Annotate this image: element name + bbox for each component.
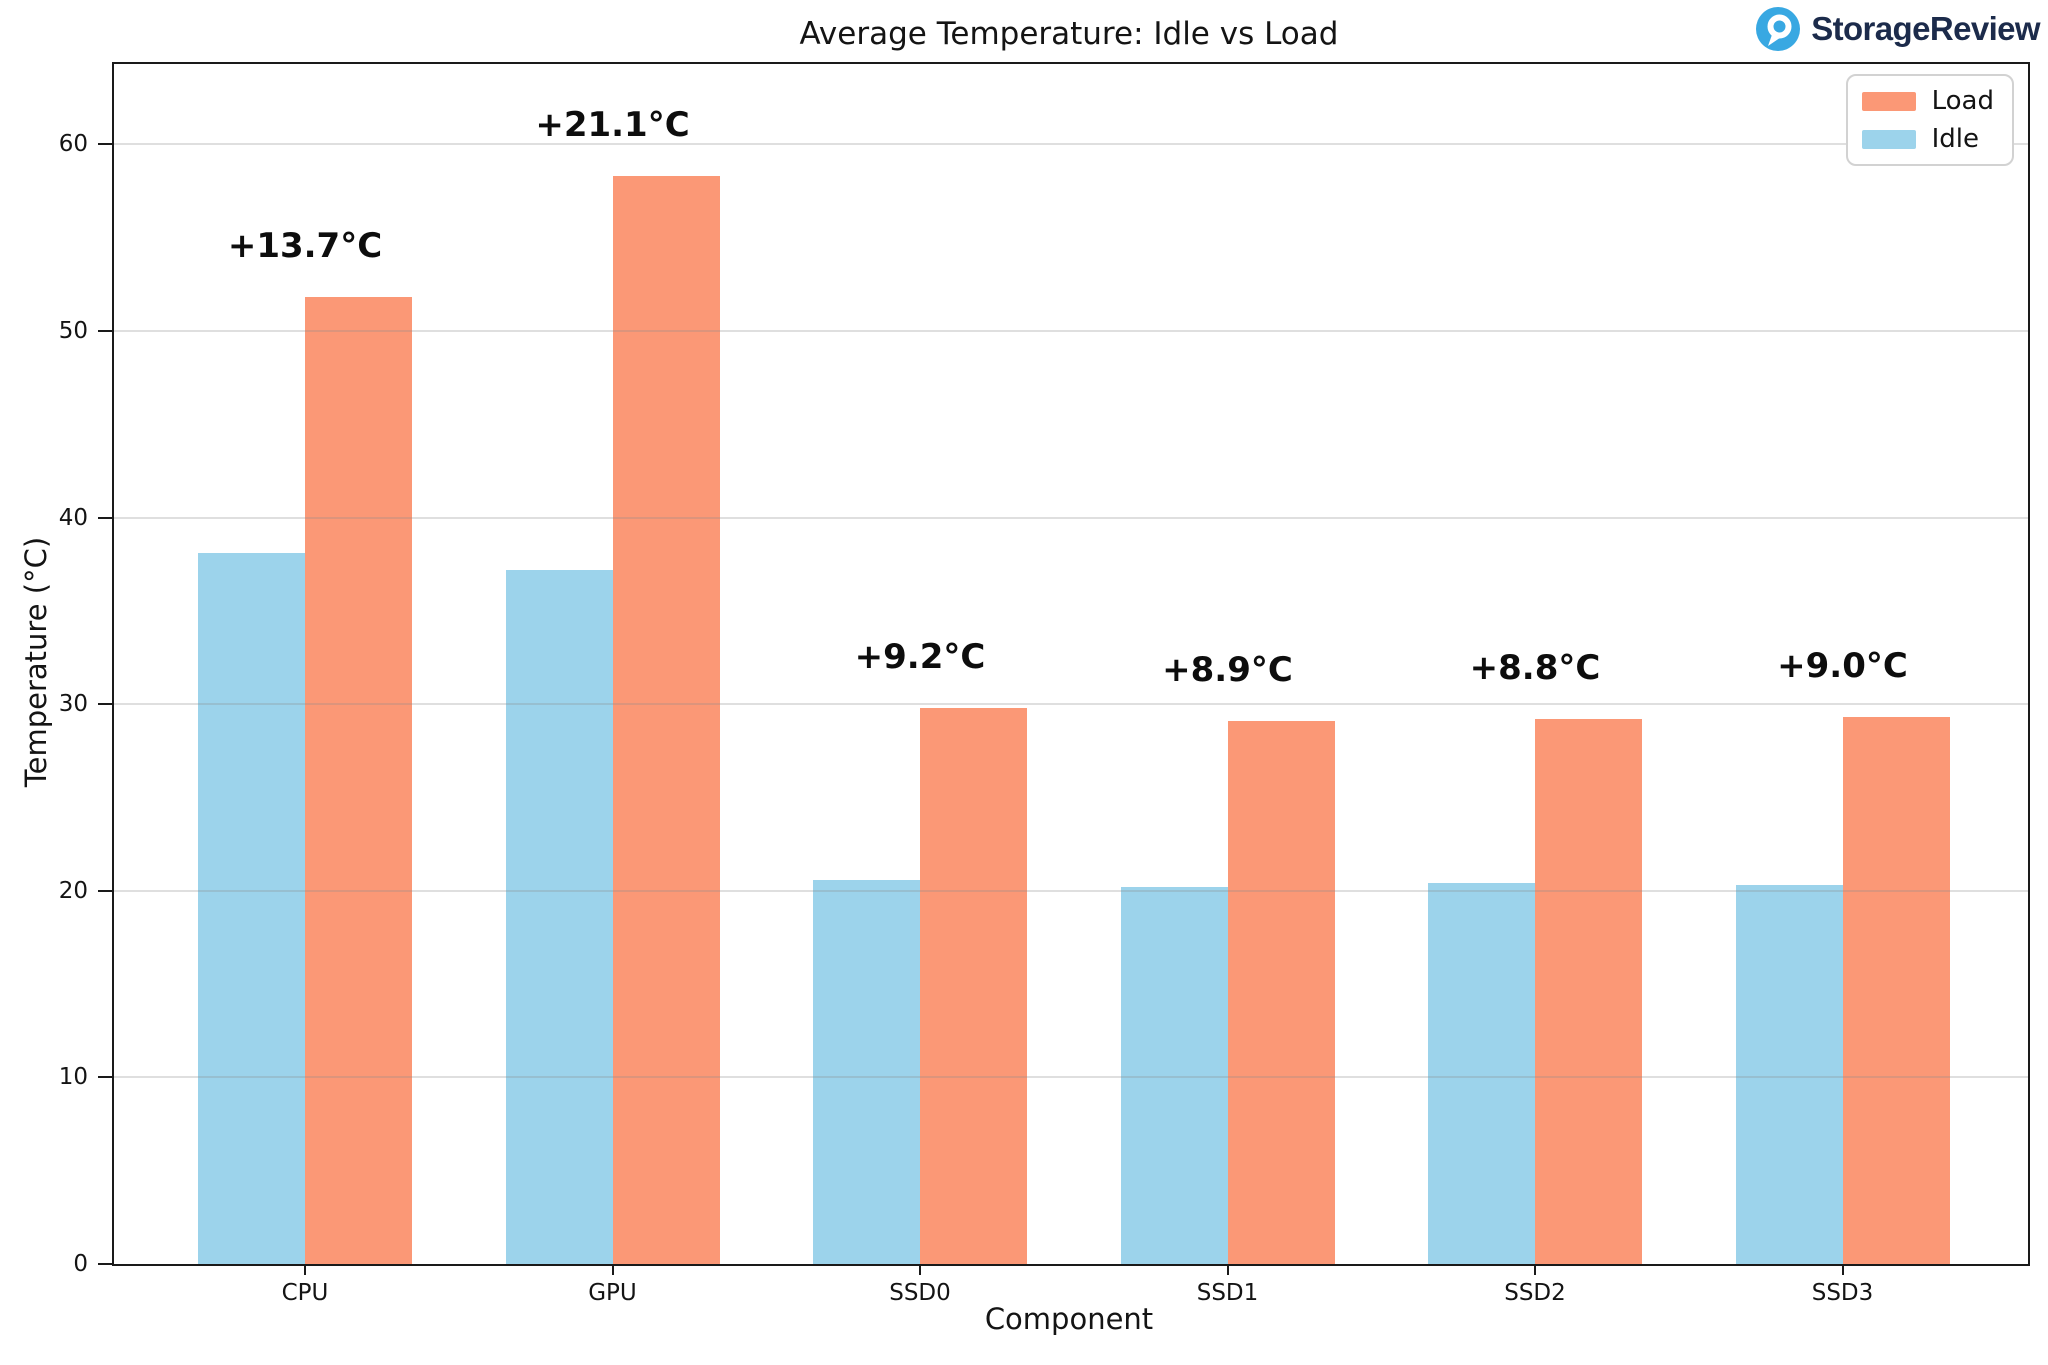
- delta-label-cpu: +13.7°C: [227, 226, 383, 267]
- x-tick-label-ssd2: SSD2: [1504, 1280, 1566, 1306]
- delta-label-gpu: +21.1°C: [535, 104, 690, 145]
- y-tick-label-0: 0: [73, 1251, 88, 1277]
- x-tick-label-ssd1: SSD1: [1196, 1280, 1259, 1306]
- x-tick-label-gpu: GPU: [588, 1280, 637, 1306]
- gridline-60: [114, 143, 2028, 146]
- delta-label-ssd0: +9.2°C: [854, 636, 986, 677]
- x-tick-label-ssd0: SSD0: [889, 1280, 951, 1306]
- bar-idle-gpu: [505, 569, 613, 1264]
- x-tick-label-ssd3: SSD3: [1811, 1280, 1874, 1306]
- storagereview-icon: [1755, 6, 1801, 52]
- legend-swatch-idle: [1861, 129, 1916, 149]
- bar-load-ssd0: [920, 707, 1027, 1264]
- legend-swatch-load: [1861, 91, 1916, 111]
- y-tick-10: [98, 1076, 112, 1079]
- legend-item-load: Load: [1861, 86, 1994, 116]
- y-tick-label-50: 50: [58, 317, 88, 344]
- x-axis-label: Component: [984, 1302, 1154, 1336]
- delta-label-ssd3: +9.0°C: [1777, 646, 1908, 687]
- y-tick-20: [98, 889, 112, 892]
- bar-idle-ssd0: [813, 879, 920, 1264]
- y-tick-label-40: 40: [58, 504, 88, 531]
- legend-label-idle: Idle: [1931, 124, 1980, 154]
- x-tick-label-cpu: CPU: [281, 1280, 329, 1306]
- y-tick-30: [98, 703, 112, 706]
- chart-title: Average Temperature: Idle vs Load: [799, 16, 1339, 52]
- x-tick-ssd1: [1226, 1264, 1229, 1275]
- delta-label-ssd2: +8.8°C: [1469, 648, 1601, 689]
- bar-idle-cpu: [198, 552, 305, 1264]
- bar-load-ssd2: [1535, 719, 1642, 1264]
- bar-idle-ssd1: [1120, 887, 1228, 1264]
- y-tick-label-60: 60: [58, 131, 88, 158]
- y-tick-40: [98, 516, 112, 519]
- legend-label-load: Load: [1931, 86, 1994, 116]
- bar-load-cpu: [305, 297, 412, 1264]
- y-tick-label-20: 20: [58, 877, 88, 904]
- delta-label-ssd1: +8.9°C: [1162, 649, 1293, 690]
- y-tick-label-30: 30: [58, 691, 88, 718]
- x-tick-ssd0: [919, 1264, 921, 1275]
- y-tick-60: [98, 143, 112, 146]
- legend: Load Idle: [1845, 74, 2014, 166]
- x-tick-gpu: [611, 1264, 614, 1275]
- brand-name: StorageReview: [1811, 10, 2040, 47]
- bar-load-gpu: [612, 175, 720, 1264]
- brand-logo: StorageReview: [1755, 6, 2041, 52]
- y-tick-50: [98, 329, 112, 332]
- x-tick-ssd2: [1534, 1264, 1536, 1275]
- x-tick-ssd3: [1841, 1264, 1844, 1275]
- y-tick-0: [98, 1263, 112, 1265]
- bar-load-ssd3: [1842, 717, 1950, 1264]
- y-axis-label: Temperature (°C): [19, 536, 53, 788]
- plot-area: +13.7°C +21.1°C +9.2°C +8.9°C +8.8°C +9.0°C C…: [59, 62, 2030, 1306]
- x-tick-cpu: [304, 1264, 306, 1275]
- bar-idle-ssd3: [1735, 885, 1843, 1264]
- legend-item-idle: Idle: [1861, 124, 1994, 154]
- bar-idle-ssd2: [1428, 883, 1535, 1264]
- y-tick-label-10: 10: [58, 1064, 88, 1091]
- bar-load-ssd1: [1227, 720, 1335, 1264]
